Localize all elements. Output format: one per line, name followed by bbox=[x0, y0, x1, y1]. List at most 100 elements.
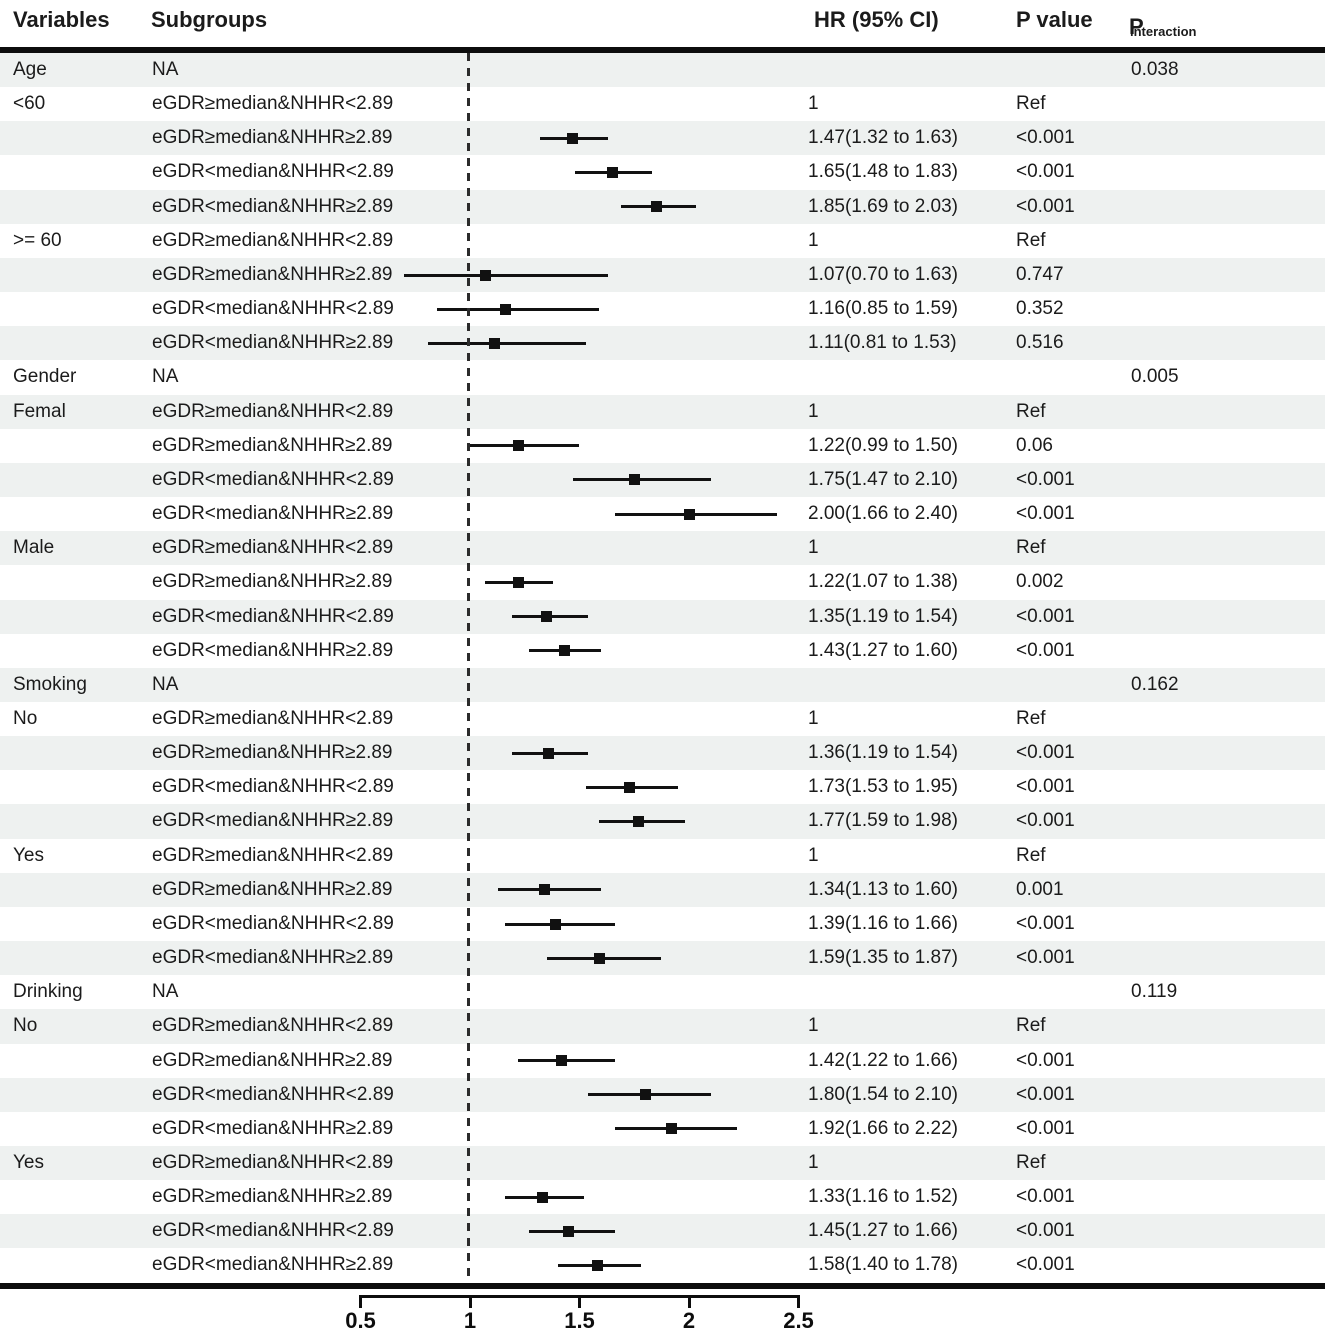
p-interaction-subscript: interaction bbox=[1130, 24, 1197, 40]
subgroup-label: eGDR<median&NHHR≥2.89 bbox=[152, 639, 394, 661]
point-estimate-marker bbox=[558, 645, 570, 657]
hr-ci-value: 2.00(1.66 to 2.40) bbox=[808, 503, 958, 525]
table-row: eGDR<median&NHHR≥2.89 1.58(1.40 to 1.78) <… bbox=[0, 1248, 1325, 1282]
table-row: eGDR<median&NHHR<2.89 1.65(1.48 to 1.83) <… bbox=[0, 155, 1325, 189]
p-value: <0.001 bbox=[1016, 810, 1075, 832]
subgroup-label: eGDR≥median&NHHR≥2.89 bbox=[152, 263, 393, 285]
subgroup-label: eGDR<median&NHHR<2.89 bbox=[152, 605, 394, 627]
hr-ci-value: 1 bbox=[808, 707, 819, 729]
hr-ci-value: 1.07(0.70 to 1.63) bbox=[808, 263, 958, 285]
p-value: Ref bbox=[1016, 844, 1046, 866]
hr-ci-value: 1.58(1.40 to 1.78) bbox=[808, 1254, 958, 1276]
p-value: 0.516 bbox=[1016, 332, 1064, 354]
point-estimate-marker bbox=[606, 167, 618, 179]
hr-ci-value: 1.77(1.59 to 1.98) bbox=[808, 810, 958, 832]
point-estimate-marker bbox=[639, 1089, 651, 1101]
hr-ci-value: 1.59(1.35 to 1.87) bbox=[808, 947, 958, 969]
p-value: <0.001 bbox=[1016, 1049, 1075, 1071]
variable-label: Yes bbox=[13, 844, 44, 866]
table-row: Yes eGDR≥median&NHHR<2.89 1 Ref bbox=[0, 839, 1325, 873]
p-value: <0.001 bbox=[1016, 1186, 1075, 1208]
hr-ci-value: 1 bbox=[808, 1152, 819, 1173]
table-row: eGDR≥median&NHHR≥2.89 1.33(1.16 to 1.52) <… bbox=[0, 1180, 1325, 1214]
ci-line bbox=[572, 478, 711, 482]
table-row: eGDR≥median&NHHR≥2.89 1.34(1.13 to 1.60) 0… bbox=[0, 872, 1325, 907]
p-value: <0.001 bbox=[1016, 468, 1075, 490]
table-row: eGDR≥median&NHHR≥2.89 1.07(0.70 to 1.63) 0… bbox=[0, 257, 1325, 293]
table-row: No eGDR≥median&NHHR<2.89 1 Ref bbox=[0, 702, 1325, 736]
subgroup-label: eGDR≥median&NHHR<2.89 bbox=[152, 1015, 394, 1037]
variable-label: Yes bbox=[13, 1152, 44, 1173]
axis-tick bbox=[468, 1295, 472, 1308]
p-value: <0.001 bbox=[1016, 912, 1075, 934]
hr-ci-value: 1.92(1.66 to 2.22) bbox=[808, 1117, 958, 1139]
subgroup-label: NA bbox=[152, 366, 179, 388]
p-value: Ref bbox=[1016, 707, 1046, 729]
table-row: eGDR<median&NHHR≥2.89 1.11(0.81 to 1.53) 0… bbox=[0, 326, 1325, 361]
table-row: eGDR<median&NHHR≥2.89 1.59(1.35 to 1.87) <… bbox=[0, 941, 1325, 976]
column-header-subgroups: Subgroups bbox=[151, 7, 268, 32]
table-row: eGDR≥median&NHHR≥2.89 1.42(1.22 to 1.66) <… bbox=[0, 1044, 1325, 1078]
variable-label: No bbox=[13, 1015, 38, 1037]
point-estimate-marker bbox=[556, 1055, 568, 1067]
hr-ci-value: 1 bbox=[808, 844, 819, 866]
ci-line bbox=[404, 273, 608, 277]
table-row: eGDR<median&NHHR≥2.89 1.43(1.27 to 1.60) <… bbox=[0, 634, 1325, 668]
p-interaction-base: P bbox=[1129, 14, 1144, 39]
table-row: eGDR≥median&NHHR≥2.89 1.22(1.07 to 1.38) 0… bbox=[0, 565, 1325, 599]
hr-ci-value: 1.45(1.27 to 1.66) bbox=[808, 1220, 958, 1242]
reference-line bbox=[467, 53, 470, 1283]
point-estimate-marker bbox=[593, 952, 605, 964]
variable-label: <60 bbox=[13, 93, 46, 115]
point-estimate-marker bbox=[633, 816, 645, 828]
p-value: <0.001 bbox=[1016, 639, 1075, 661]
variable-label: Gender bbox=[13, 366, 77, 388]
subgroup-label: NA bbox=[152, 59, 179, 80]
p-value: Ref bbox=[1016, 400, 1046, 422]
table-row: eGDR<median&NHHR≥2.89 1.92(1.66 to 2.22) <… bbox=[0, 1112, 1325, 1146]
hr-ci-value: 1 bbox=[808, 400, 819, 422]
p-interaction-value: 0.038 bbox=[1131, 59, 1179, 80]
forest-plot-rows: Age NA 0.038 <60 eGDR≥median&NHHR<2.89 1 Ref eG… bbox=[0, 53, 1325, 1283]
subgroup-label: eGDR<median&NHHR≥2.89 bbox=[152, 195, 394, 217]
hr-ci-value: 1.16(0.85 to 1.59) bbox=[808, 298, 958, 320]
hr-ci-value: 1.22(0.99 to 1.50) bbox=[808, 434, 958, 456]
subgroup-label: eGDR≥median&NHHR<2.89 bbox=[152, 400, 394, 422]
table-row: eGDR<median&NHHR≥2.89 1.77(1.59 to 1.98) <… bbox=[0, 804, 1325, 839]
hr-ci-value: 1.73(1.53 to 1.95) bbox=[808, 776, 958, 798]
variable-label: No bbox=[13, 707, 38, 729]
subgroup-label: eGDR<median&NHHR≥2.89 bbox=[152, 1117, 394, 1139]
p-value: <0.001 bbox=[1016, 1083, 1075, 1105]
hr-ci-value: 1.65(1.48 to 1.83) bbox=[808, 161, 958, 183]
point-estimate-marker bbox=[563, 1225, 575, 1237]
subgroup-label: eGDR<median&NHHR<2.89 bbox=[152, 298, 394, 320]
axis-tick-label: 2 bbox=[682, 1308, 696, 1333]
p-value: <0.001 bbox=[1016, 605, 1075, 627]
table-row: Yes eGDR≥median&NHHR<2.89 1 Ref bbox=[0, 1146, 1325, 1181]
p-value: <0.001 bbox=[1016, 503, 1075, 525]
hr-ci-value: 1 bbox=[808, 1015, 819, 1037]
axis-tick-label: 2.5 bbox=[783, 1308, 814, 1333]
point-estimate-marker bbox=[543, 747, 555, 759]
p-value: <0.001 bbox=[1016, 161, 1075, 183]
p-value: 0.352 bbox=[1016, 298, 1064, 320]
hr-ci-value: 1.43(1.27 to 1.60) bbox=[808, 639, 958, 661]
variable-label: Age bbox=[13, 59, 47, 80]
hr-ci-value: 1 bbox=[808, 93, 819, 115]
subgroup-label: eGDR<median&NHHR≥2.89 bbox=[152, 947, 394, 969]
subgroup-label: eGDR<median&NHHR<2.89 bbox=[152, 1083, 394, 1105]
subgroup-label: eGDR≥median&NHHR≥2.89 bbox=[152, 1186, 393, 1208]
ci-line bbox=[614, 512, 777, 516]
table-row: No eGDR≥median&NHHR<2.89 1 Ref bbox=[0, 1009, 1325, 1044]
p-value: <0.001 bbox=[1016, 1220, 1075, 1242]
axis-tick bbox=[578, 1295, 581, 1308]
header-divider-rule bbox=[0, 47, 1325, 53]
ci-line bbox=[428, 341, 587, 345]
table-row: Male eGDR≥median&NHHR<2.89 1 Ref bbox=[0, 531, 1325, 566]
subgroup-label: NA bbox=[152, 673, 179, 695]
point-estimate-marker bbox=[512, 440, 524, 452]
point-estimate-marker bbox=[683, 508, 695, 520]
subgroup-label: eGDR≥median&NHHR≥2.89 bbox=[152, 434, 393, 456]
